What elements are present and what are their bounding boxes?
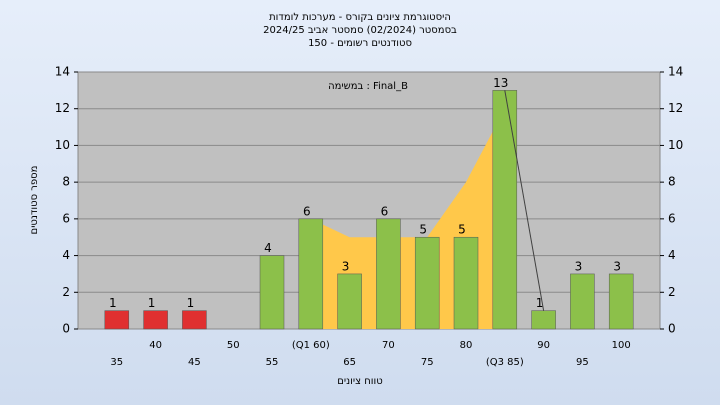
value-label: 1 [148,296,156,310]
value-label: 3 [575,259,583,273]
value-label: 5 [458,223,466,237]
value-label: 3 [613,259,621,273]
y2-tick-label: 12 [668,101,683,115]
y2-tick-label: 4 [668,248,676,262]
y-tick-label: 12 [55,101,70,115]
value-label: 1 [109,296,117,310]
y2-tick-label: 6 [668,211,676,225]
bar [531,310,556,330]
line [504,90,545,311]
bar [376,218,401,330]
y2-tick-label: 10 [668,138,683,152]
bar [492,90,518,330]
y-tick-label: 14 [55,65,70,79]
value-label: 6 [303,204,311,218]
bar [453,236,479,330]
bar [298,218,324,330]
x-tick-label: 70 [382,340,395,351]
bar [570,273,595,330]
y-tick-label: 8 [62,175,70,189]
x-tick-label: (Q3 85) [486,357,524,368]
x-tick-label: (Q1 60) [292,340,330,351]
chart-subtitle: בסמסטר (02/2024) סמסטר אביב 2024/25 [263,25,457,36]
annotation: במשימה : Final_B [328,81,408,92]
x-axis-label: טווח ציונים [337,376,382,387]
y2-tick-label: 0 [668,322,676,336]
value-label: 1 [536,296,544,310]
bar [143,310,168,330]
value-label: 4 [264,241,272,255]
chart-subtitle: סטודנטים רשומים - 150 [308,38,412,49]
value-label: 3 [342,259,350,273]
y-tick-label: 4 [62,248,70,262]
x-tick-label: 35 [110,357,123,368]
x-tick-label: 40 [149,340,162,351]
y-axis-label: מספר סטודנטים [29,166,40,235]
y-tick-label: 10 [55,138,70,152]
bar [259,255,285,330]
bar [608,273,634,330]
x-tick-label: 50 [227,340,240,351]
x-tick-label: 45 [188,357,201,368]
bar [182,310,207,330]
chart-title: היסטוגרמת ציונים בקורס - מערכות לומדות [269,12,451,23]
y-tick-label: 2 [62,285,70,299]
x-tick-label: 55 [266,357,279,368]
y2-tick-label: 8 [668,175,676,189]
y-tick-label: 0 [62,322,70,336]
x-tick-label: 90 [537,340,550,351]
bar [337,273,362,330]
y-tick-label: 6 [62,211,70,225]
y2-tick-label: 14 [668,65,683,79]
value-label: 1 [187,296,195,310]
x-tick-label: 100 [612,340,631,351]
bar [104,310,130,330]
x-tick-label: 95 [576,357,589,368]
y2-tick-label: 2 [668,285,676,299]
x-tick-label: 75 [421,357,434,368]
x-tick-label: 80 [460,340,473,351]
x-tick-label: 65 [343,357,356,368]
value-label: 6 [381,204,389,218]
bar [414,236,440,330]
value-label: 13 [493,76,508,90]
value-label: 5 [419,223,427,237]
